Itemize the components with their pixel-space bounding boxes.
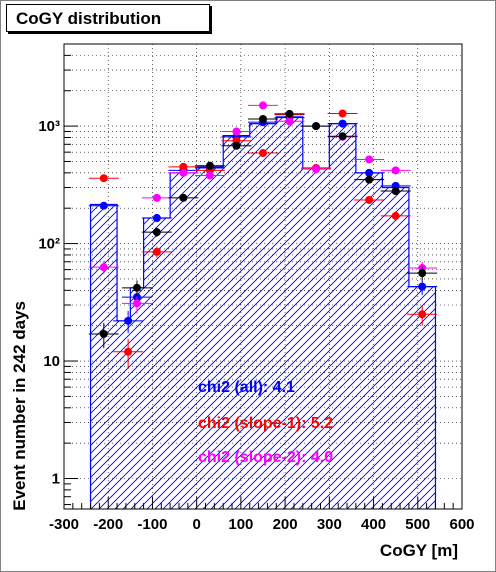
data-point <box>179 193 188 202</box>
data-point <box>365 175 374 184</box>
data-point <box>418 269 427 278</box>
histogram-bar <box>355 172 383 510</box>
data-point <box>285 117 294 126</box>
y-tick-label: 1 <box>52 471 60 488</box>
x-tick-label: 100 <box>228 516 253 533</box>
data-point <box>132 299 141 308</box>
data-point <box>312 122 321 131</box>
data-point <box>391 211 400 220</box>
histogram-bar <box>223 135 250 510</box>
data-point <box>418 282 427 291</box>
data-point <box>205 161 214 170</box>
chi2-annotation: chi2 (slope-2): 4.0 <box>198 449 333 466</box>
histogram-outline <box>89 116 437 509</box>
histogram <box>89 116 437 510</box>
histogram-bar <box>130 287 144 509</box>
data-point <box>338 109 347 118</box>
x-tick-label: 400 <box>361 516 386 533</box>
plot-frame <box>63 43 463 510</box>
histogram-bar <box>170 172 197 510</box>
x-tick-label: 200 <box>273 516 298 533</box>
data-point <box>124 316 133 325</box>
histogram-bar <box>382 187 409 509</box>
x-tick-label: 600 <box>449 516 474 533</box>
chi2-annotation: chi2 (slope-1): 5.2 <box>198 415 333 432</box>
y-axis-label: Event number in 242 days <box>10 301 29 511</box>
data-point <box>259 114 267 123</box>
data-point <box>365 195 374 204</box>
data-point <box>179 162 188 171</box>
x-tick-label: -100 <box>137 516 167 533</box>
annotations: chi2 (all): 4.1 chi2 (slope-1): 5.2 chi2 (… <box>198 379 333 466</box>
histogram-bar <box>143 218 171 510</box>
data-point <box>205 171 214 180</box>
data-point <box>99 201 108 210</box>
x-tick-label: 300 <box>317 516 342 533</box>
axes: -300 -200 -100 0 100 200 300 400 500 600 1 10 10² 10³ <box>38 43 475 533</box>
y-tick-label: 10³ <box>38 118 60 135</box>
y-tick-label: 10 <box>43 353 60 370</box>
data-point <box>338 119 347 128</box>
x-tick-label: -300 <box>49 516 79 533</box>
x-tick-label: 0 <box>192 516 200 533</box>
data-point <box>132 283 141 292</box>
data-series <box>88 101 438 370</box>
data-point <box>179 168 188 177</box>
data-point <box>391 166 400 175</box>
chi2-annotation: chi2 (all): 4.1 <box>198 379 295 396</box>
x-axis-label: CoGY [m] <box>380 541 458 560</box>
x-tick-label: -200 <box>93 516 123 533</box>
data-point <box>338 132 347 141</box>
data-point <box>152 193 161 202</box>
data-point <box>99 263 108 272</box>
data-point <box>312 165 321 174</box>
chart-title: CoGY distribution <box>16 9 162 28</box>
data-point <box>285 109 294 118</box>
histogram-bar <box>117 320 131 509</box>
histogram-bar <box>276 116 303 509</box>
histogram-bar <box>249 123 277 510</box>
data-point <box>391 187 400 196</box>
data-point <box>232 127 241 136</box>
data-point <box>124 347 133 356</box>
title-box <box>6 4 210 32</box>
histogram-bar <box>302 167 330 509</box>
data-point <box>152 228 161 237</box>
histogram-bar <box>90 204 118 509</box>
y-tick-label: 10² <box>38 236 60 253</box>
x-tick-label: 500 <box>405 516 430 533</box>
data-point <box>152 214 161 223</box>
data-point <box>365 155 374 164</box>
data-point <box>152 247 161 256</box>
data-point <box>259 101 267 110</box>
data-point <box>99 329 108 338</box>
data-point <box>365 168 374 177</box>
data-point <box>232 141 241 150</box>
histogram-bar <box>329 123 356 510</box>
histogram-bar <box>196 166 224 509</box>
data-point <box>418 310 427 319</box>
data-point <box>259 149 267 158</box>
data-point <box>99 174 108 183</box>
